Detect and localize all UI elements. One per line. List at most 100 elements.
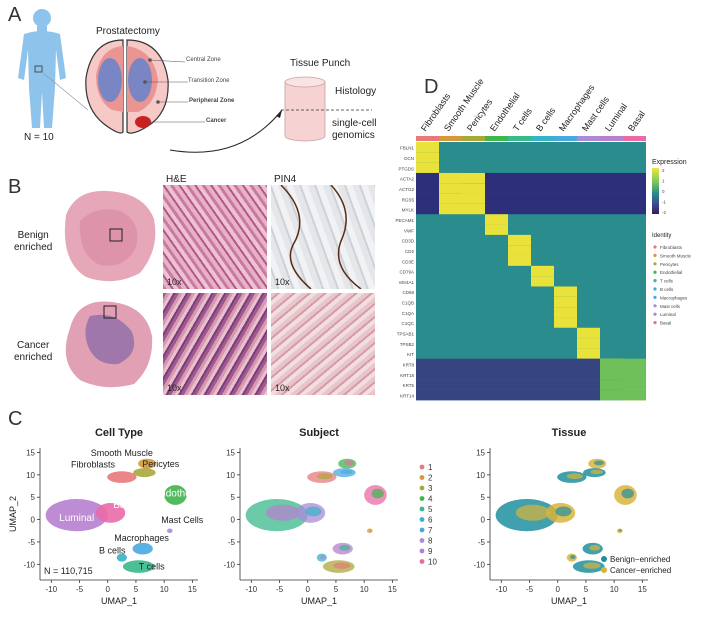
he-column-title: H&E bbox=[166, 174, 187, 185]
heatmap-gene-label: MYLK bbox=[402, 208, 414, 213]
umap-cluster-overlay bbox=[265, 504, 300, 521]
y-tick-label: 15 bbox=[26, 448, 35, 457]
expression-legend-tick: 2 bbox=[662, 168, 665, 173]
umap-cluster bbox=[107, 471, 137, 483]
identity-legend-label: Basal bbox=[660, 321, 671, 326]
heatmap-high-cell bbox=[508, 255, 531, 267]
x-tick-label: -5 bbox=[76, 585, 84, 594]
zone-label-central: Central Zone bbox=[186, 57, 221, 63]
umap-cluster-overlay bbox=[371, 488, 384, 499]
y-tick-label: 10 bbox=[26, 471, 35, 480]
umap-cluster bbox=[166, 528, 173, 534]
heatmap-high-cell bbox=[577, 338, 600, 349]
human-figure bbox=[18, 9, 66, 128]
umap-cluster-overlay bbox=[555, 506, 572, 517]
identity-bar bbox=[439, 136, 462, 141]
x-tick-label: 0 bbox=[105, 585, 110, 594]
heatmap-gene-label: PECAM1 bbox=[395, 218, 414, 223]
subject-legend-label: 1 bbox=[428, 463, 433, 472]
subject-legend-label: 4 bbox=[428, 495, 433, 504]
zone-label-peripheral: Peripheral Zone bbox=[189, 98, 235, 104]
umap-cluster-overlay bbox=[515, 504, 550, 521]
subject-legend-dot bbox=[419, 548, 425, 554]
subject-legend-dot bbox=[419, 506, 425, 512]
umap-cluster bbox=[122, 560, 155, 573]
cancer-pin4-micrograph: 10x bbox=[271, 293, 375, 395]
panel-c-letter: C bbox=[8, 408, 23, 430]
identity-legend-dot bbox=[653, 295, 657, 299]
heatmap-low-cell bbox=[416, 389, 600, 401]
umap-cluster bbox=[132, 542, 153, 555]
heatmap-row bbox=[416, 203, 646, 215]
umap-plot-2: Tissue -10 -5 0 5 10 15 -10 -5 0 5 10 15 UMAP_1 bbox=[473, 427, 648, 606]
y-tick-label: 5 bbox=[231, 493, 236, 502]
heatmap-high-cell bbox=[554, 307, 577, 318]
heatmap-row bbox=[416, 307, 646, 318]
heatmap-row bbox=[416, 172, 646, 184]
heatmap-high-cell bbox=[416, 162, 439, 174]
identity-legend-dot bbox=[653, 321, 657, 325]
umap-cluster-overlay bbox=[333, 562, 351, 569]
heatmap-row bbox=[416, 224, 646, 236]
histology-label: Histology bbox=[335, 86, 377, 97]
x-tick-label: 5 bbox=[334, 585, 339, 594]
heatmap-high-cell bbox=[531, 276, 554, 287]
identity-legend-dot bbox=[653, 312, 657, 316]
cell-type-label: Luminal bbox=[59, 513, 94, 524]
heatmap-high-cell bbox=[485, 214, 508, 225]
identity-legend-label: B cells bbox=[660, 287, 674, 292]
heatmap-gene-label: TPSB2 bbox=[400, 342, 415, 347]
subject-legend-label: 10 bbox=[428, 558, 437, 567]
tissue-punch-title: Tissue Punch bbox=[290, 58, 351, 69]
x-tick-label: 5 bbox=[134, 585, 139, 594]
pin4-column-title: PIN4 bbox=[274, 174, 297, 185]
identity-legend-label: Pericytes bbox=[660, 262, 679, 267]
subject-legend-dot bbox=[419, 464, 425, 470]
heatmap-row bbox=[416, 214, 646, 225]
expression-legend-tick: 1 bbox=[662, 179, 665, 184]
subject-legend-label: 7 bbox=[428, 526, 433, 535]
heatmap-low-cell bbox=[416, 358, 600, 370]
subject-legend-dot bbox=[419, 538, 425, 543]
umap-cluster-overlay bbox=[590, 469, 603, 475]
x-tick-label: -5 bbox=[526, 585, 534, 594]
subject-legend-dot bbox=[419, 475, 425, 480]
benign-whole-slide bbox=[64, 190, 156, 282]
umap-cluster-overlay bbox=[570, 555, 576, 560]
expression-legend-tick: 0 bbox=[662, 189, 665, 194]
identity-bar bbox=[623, 136, 646, 141]
x-tick-label: 0 bbox=[555, 585, 560, 594]
heatmap-high-cell bbox=[554, 286, 577, 298]
heatmap-gene-label: CD3D bbox=[402, 239, 415, 244]
heatmap-column-label: T cells bbox=[511, 106, 534, 133]
arrow bbox=[169, 109, 283, 153]
x-tick-label: 5 bbox=[584, 585, 589, 594]
tissue-punch-cylinder bbox=[281, 76, 372, 142]
heatmap-gene-label: KRT5 bbox=[403, 383, 415, 388]
heatmap-mid-cell bbox=[600, 389, 646, 401]
umap-plot-1: Subject -10 -5 0 5 10 15 -10 -5 0 5 10 15 UMAP_1 bbox=[223, 427, 398, 606]
heatmap-high-cell bbox=[508, 234, 531, 246]
heatmap-high-cell bbox=[531, 265, 554, 277]
x-tick-label: 10 bbox=[360, 585, 369, 594]
identity-bar bbox=[508, 136, 531, 141]
cell-type-label: B cells bbox=[99, 546, 126, 556]
umap-title: Tissue bbox=[552, 427, 587, 439]
expression-legend-tick: -1 bbox=[662, 200, 666, 205]
panel-a-letter: A bbox=[8, 4, 22, 26]
genomics-label: single-cell genomics bbox=[332, 118, 377, 141]
x-tick-label: 10 bbox=[160, 585, 169, 594]
heatmap-column-label: B cells bbox=[534, 105, 558, 133]
y-tick-label: -5 bbox=[228, 538, 236, 547]
tissue-legend-label: Benign−enriched bbox=[610, 555, 670, 564]
umap-cluster-overlay bbox=[621, 488, 634, 499]
heatmap-gene-label: RGS5 bbox=[402, 197, 415, 202]
prostatectomy-title: Prostatectomy bbox=[96, 26, 160, 37]
identity-bar bbox=[462, 136, 485, 141]
x-axis-label: UMAP_1 bbox=[301, 596, 337, 606]
identity-legend-dot bbox=[653, 262, 657, 266]
y-tick-label: 15 bbox=[476, 448, 485, 457]
heatmap-gene-label: TPSAB1 bbox=[397, 332, 415, 337]
y-axis-label: UMAP_2 bbox=[8, 496, 18, 532]
heatmap-row bbox=[416, 162, 646, 174]
